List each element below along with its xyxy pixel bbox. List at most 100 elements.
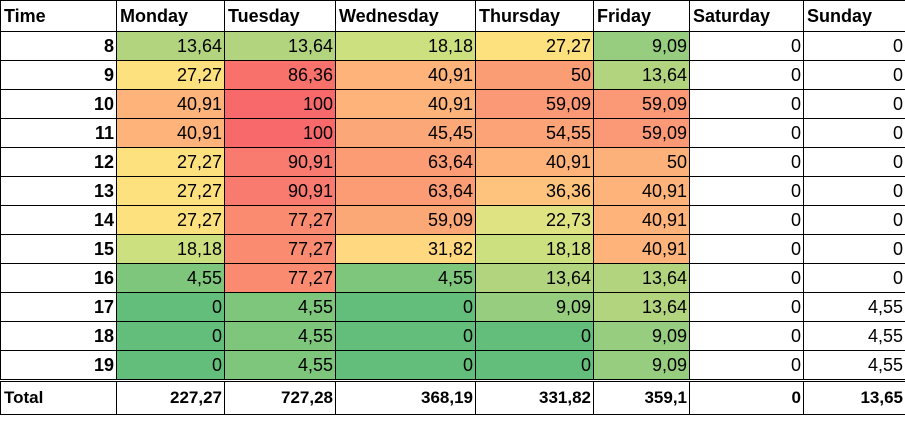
cell-sunday[interactable]: 0 [803, 263, 905, 293]
row-time-cell[interactable]: 12 [0, 147, 117, 177]
cell-sunday[interactable]: 4,55 [803, 292, 905, 322]
cell-thursday[interactable]: 54,55 [475, 118, 594, 148]
row-time-cell[interactable]: 19 [0, 350, 117, 381]
cell-thursday[interactable]: 50 [475, 60, 594, 90]
cell-friday[interactable]: 59,09 [593, 89, 690, 119]
cell-thursday[interactable]: 27,27 [475, 31, 594, 61]
cell-monday[interactable]: 0 [116, 292, 225, 322]
cell-friday[interactable]: 59,09 [593, 118, 690, 148]
cell-thursday[interactable]: 22,73 [475, 205, 594, 235]
cell-saturday[interactable]: 0 [689, 147, 804, 177]
cell-saturday[interactable]: 0 [689, 60, 804, 90]
cell-friday[interactable]: 13,64 [593, 292, 690, 322]
header-saturday[interactable]: Saturday [689, 0, 804, 32]
header-time[interactable]: Time [0, 0, 117, 32]
cell-sunday[interactable]: 0 [803, 60, 905, 90]
total-cell-sunday[interactable]: 13,65 [803, 379, 905, 415]
cell-thursday[interactable]: 0 [475, 321, 594, 351]
cell-sunday[interactable]: 0 [803, 89, 905, 119]
row-time-cell[interactable]: 18 [0, 321, 117, 351]
cell-wednesday[interactable]: 45,45 [335, 118, 476, 148]
cell-monday[interactable]: 40,91 [116, 89, 225, 119]
cell-tuesday[interactable]: 77,27 [224, 234, 336, 264]
cell-wednesday[interactable]: 40,91 [335, 89, 476, 119]
cell-tuesday[interactable]: 4,55 [224, 321, 336, 351]
header-sunday[interactable]: Sunday [803, 0, 905, 32]
header-monday[interactable]: Monday [116, 0, 225, 32]
cell-friday[interactable]: 40,91 [593, 176, 690, 206]
cell-tuesday[interactable]: 90,91 [224, 147, 336, 177]
row-time-cell[interactable]: 8 [0, 31, 117, 61]
cell-wednesday[interactable]: 18,18 [335, 31, 476, 61]
cell-tuesday[interactable]: 100 [224, 89, 336, 119]
cell-friday[interactable]: 9,09 [593, 350, 690, 381]
cell-saturday[interactable]: 0 [689, 263, 804, 293]
cell-thursday[interactable]: 13,64 [475, 263, 594, 293]
total-cell-friday[interactable]: 359,1 [593, 379, 690, 415]
cell-monday[interactable]: 27,27 [116, 176, 225, 206]
header-wednesday[interactable]: Wednesday [335, 0, 476, 32]
cell-sunday[interactable]: 0 [803, 31, 905, 61]
row-time-cell[interactable]: 13 [0, 176, 117, 206]
cell-saturday[interactable]: 0 [689, 205, 804, 235]
cell-tuesday[interactable]: 4,55 [224, 292, 336, 322]
cell-monday[interactable]: 40,91 [116, 118, 225, 148]
cell-thursday[interactable]: 59,09 [475, 89, 594, 119]
cell-wednesday[interactable]: 59,09 [335, 205, 476, 235]
cell-saturday[interactable]: 0 [689, 234, 804, 264]
cell-monday[interactable]: 27,27 [116, 205, 225, 235]
total-cell-wednesday[interactable]: 368,19 [335, 379, 476, 415]
cell-tuesday[interactable]: 100 [224, 118, 336, 148]
header-tuesday[interactable]: Tuesday [224, 0, 336, 32]
total-cell-thursday[interactable]: 331,82 [475, 379, 594, 415]
cell-thursday[interactable]: 36,36 [475, 176, 594, 206]
cell-sunday[interactable]: 0 [803, 147, 905, 177]
cell-friday[interactable]: 9,09 [593, 321, 690, 351]
cell-wednesday[interactable]: 0 [335, 321, 476, 351]
cell-monday[interactable]: 27,27 [116, 147, 225, 177]
cell-wednesday[interactable]: 63,64 [335, 176, 476, 206]
cell-tuesday[interactable]: 86,36 [224, 60, 336, 90]
cell-wednesday[interactable]: 31,82 [335, 234, 476, 264]
total-cell-monday[interactable]: 227,27 [116, 379, 225, 415]
row-time-cell[interactable]: 11 [0, 118, 117, 148]
header-thursday[interactable]: Thursday [475, 0, 594, 32]
cell-sunday[interactable]: 0 [803, 118, 905, 148]
cell-monday[interactable]: 27,27 [116, 60, 225, 90]
cell-thursday[interactable]: 40,91 [475, 147, 594, 177]
cell-tuesday[interactable]: 77,27 [224, 205, 336, 235]
cell-saturday[interactable]: 0 [689, 176, 804, 206]
total-label[interactable]: Total [0, 379, 117, 415]
cell-friday[interactable]: 13,64 [593, 263, 690, 293]
cell-monday[interactable]: 18,18 [116, 234, 225, 264]
cell-thursday[interactable]: 0 [475, 350, 594, 381]
cell-friday[interactable]: 13,64 [593, 60, 690, 90]
cell-monday[interactable]: 0 [116, 350, 225, 381]
cell-saturday[interactable]: 0 [689, 31, 804, 61]
cell-sunday[interactable]: 0 [803, 234, 905, 264]
cell-tuesday[interactable]: 77,27 [224, 263, 336, 293]
cell-wednesday[interactable]: 0 [335, 292, 476, 322]
row-time-cell[interactable]: 9 [0, 60, 117, 90]
cell-sunday[interactable]: 0 [803, 205, 905, 235]
row-time-cell[interactable]: 16 [0, 263, 117, 293]
cell-saturday[interactable]: 0 [689, 350, 804, 381]
cell-wednesday[interactable]: 4,55 [335, 263, 476, 293]
cell-saturday[interactable]: 0 [689, 118, 804, 148]
row-time-cell[interactable]: 14 [0, 205, 117, 235]
total-cell-tuesday[interactable]: 727,28 [224, 379, 336, 415]
cell-friday[interactable]: 40,91 [593, 205, 690, 235]
cell-thursday[interactable]: 18,18 [475, 234, 594, 264]
cell-tuesday[interactable]: 90,91 [224, 176, 336, 206]
header-friday[interactable]: Friday [593, 0, 690, 32]
cell-saturday[interactable]: 0 [689, 89, 804, 119]
total-cell-saturday[interactable]: 0 [689, 379, 804, 415]
cell-wednesday[interactable]: 0 [335, 350, 476, 381]
cell-sunday[interactable]: 0 [803, 176, 905, 206]
cell-thursday[interactable]: 9,09 [475, 292, 594, 322]
cell-saturday[interactable]: 0 [689, 292, 804, 322]
row-time-cell[interactable]: 15 [0, 234, 117, 264]
cell-saturday[interactable]: 0 [689, 321, 804, 351]
row-time-cell[interactable]: 10 [0, 89, 117, 119]
cell-monday[interactable]: 13,64 [116, 31, 225, 61]
